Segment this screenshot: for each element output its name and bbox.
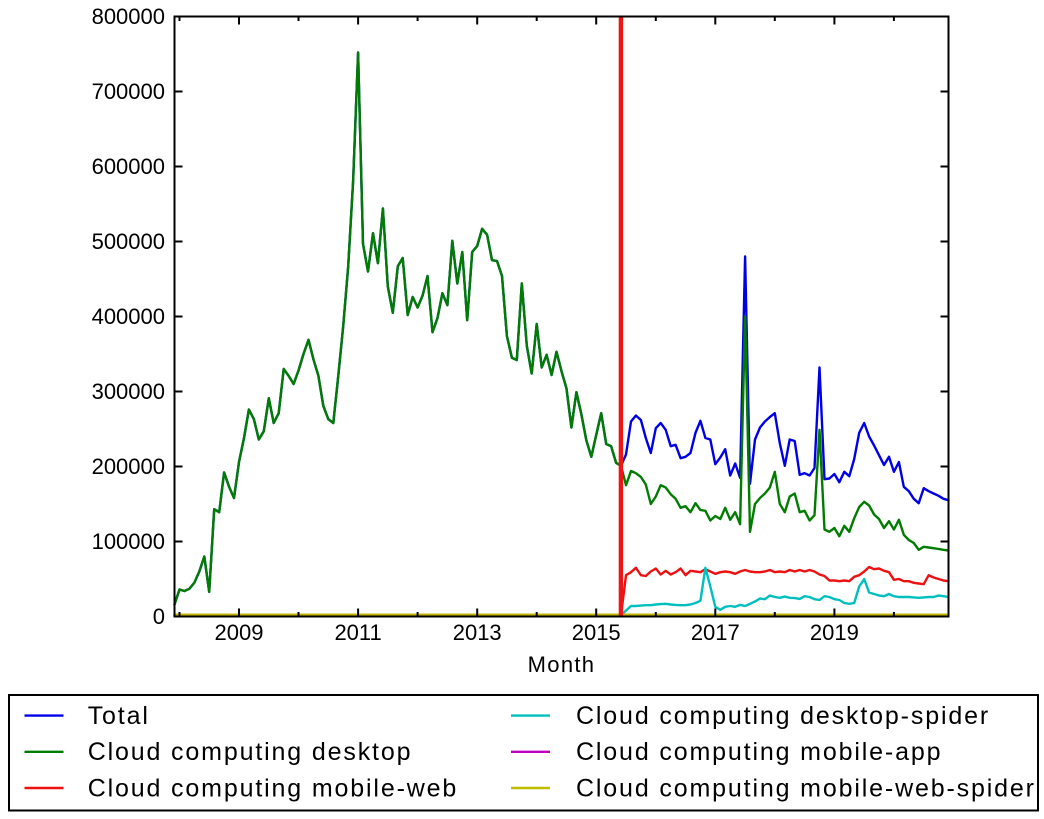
svg-text:2009: 2009 bbox=[215, 620, 264, 645]
svg-text:Month: Month bbox=[528, 652, 596, 677]
svg-text:200000: 200000 bbox=[92, 454, 165, 479]
svg-text:2015: 2015 bbox=[572, 620, 621, 645]
svg-text:Cloud computing mobile-app: Cloud computing mobile-app bbox=[576, 738, 942, 766]
svg-text:300000: 300000 bbox=[92, 379, 165, 404]
svg-text:800000: 800000 bbox=[92, 4, 165, 29]
svg-text:Cloud computing mobile-web-spi: Cloud computing mobile-web-spider bbox=[576, 774, 1036, 802]
svg-text:Cloud computing mobile-web: Cloud computing mobile-web bbox=[88, 774, 459, 802]
svg-text:Cloud computing desktop-spider: Cloud computing desktop-spider bbox=[576, 702, 990, 730]
svg-text:500000: 500000 bbox=[92, 229, 165, 254]
svg-text:2011: 2011 bbox=[334, 620, 381, 645]
svg-text:600000: 600000 bbox=[92, 154, 165, 179]
svg-text:700000: 700000 bbox=[92, 79, 165, 104]
svg-text:100000: 100000 bbox=[92, 529, 165, 554]
svg-text:400000: 400000 bbox=[92, 304, 165, 329]
svg-text:2013: 2013 bbox=[453, 620, 502, 645]
svg-text:2017: 2017 bbox=[691, 620, 740, 645]
svg-text:0: 0 bbox=[153, 604, 165, 629]
svg-text:Total: Total bbox=[88, 702, 150, 730]
svg-text:Cloud computing desktop: Cloud computing desktop bbox=[88, 738, 413, 766]
svg-text:2019: 2019 bbox=[810, 620, 859, 645]
